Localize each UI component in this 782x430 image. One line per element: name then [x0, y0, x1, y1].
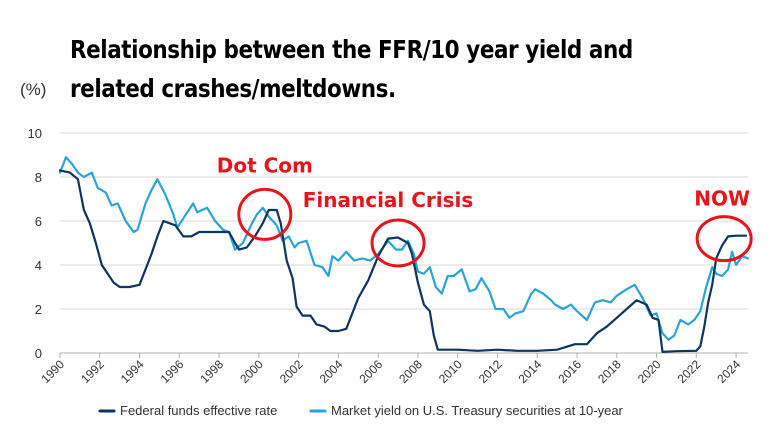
y-tick-label: 0: [35, 346, 42, 361]
x-tick-label: 2014: [516, 357, 545, 386]
annotation-label-financial-crisis: Financial Crisis: [303, 188, 474, 212]
x-tick-label: 1996: [158, 357, 187, 386]
ffr-series-line: [58, 169, 748, 353]
annotation-circle-financial-crisis: [370, 218, 426, 268]
y-axis-unit-label: (%): [20, 80, 46, 99]
x-tick-label: 2004: [317, 357, 346, 386]
y-tick-label: 2: [35, 302, 42, 317]
x-tick-label: 2022: [675, 357, 704, 386]
chart-title-line-1: Relationship between the FFR/10 year yie…: [70, 35, 633, 64]
ten-year-yield-series-line: [58, 156, 750, 341]
annotations: Dot Com Financial Crisis NOW: [217, 153, 753, 268]
legend: Federal funds effective rate Market yield…: [98, 403, 624, 418]
x-tick-label: 2020: [635, 357, 664, 386]
x-tick-label: 1994: [118, 357, 147, 386]
x-tick-label: 1992: [78, 357, 107, 386]
chart-title-line-2: related crashes/meltdowns.: [70, 74, 396, 103]
annotation-circle-now: [695, 215, 753, 263]
x-tick-label: 2008: [396, 357, 425, 386]
gridlines: [60, 132, 748, 354]
legend-label: Market yield on U.S. Treasury securities…: [331, 403, 624, 418]
y-tick-label: 10: [28, 126, 42, 141]
annotation-label-dotcom: Dot Com: [217, 153, 313, 177]
annotation-label-now: NOW: [694, 187, 750, 211]
x-tick-label: 2024: [714, 357, 743, 386]
x-tick-label: 2010: [436, 357, 465, 386]
x-tick-label: 2012: [476, 357, 505, 386]
series-lines: [58, 156, 750, 353]
x-tick-label: 2018: [595, 357, 624, 386]
y-tick-label: 8: [35, 170, 42, 185]
y-tick-label: 4: [35, 258, 42, 273]
chart-title: Relationship between the FFR/10 year yie…: [70, 30, 672, 108]
x-tick-label: 2000: [237, 357, 266, 386]
legend-label: Federal funds effective rate: [120, 403, 277, 418]
x-tick-label: 1990: [38, 357, 67, 386]
y-tick-label: 6: [35, 214, 42, 229]
x-tick-label: 2006: [356, 357, 385, 386]
x-tick-label: 2002: [277, 357, 306, 386]
annotation-circle-dotcom: [237, 187, 293, 241]
x-tick-label: 1998: [197, 357, 226, 386]
y-axis-ticks: 0 2 4 6 8 10: [28, 126, 42, 361]
x-tick-label: 2016: [555, 357, 584, 386]
x-axis-ticks: 1990 1992 1994 1996 1998 2000 2002 2004 2006 2008…: [38, 353, 743, 386]
